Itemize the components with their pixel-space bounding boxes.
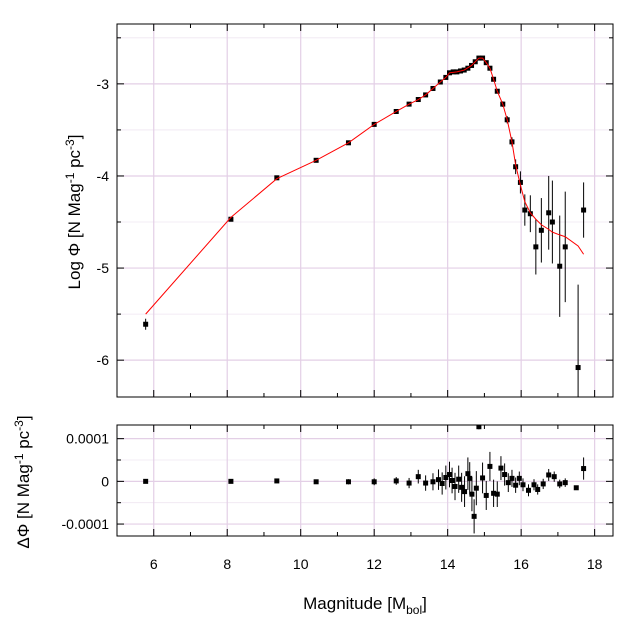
bottom-data-point: [540, 481, 546, 487]
bottom-data-point: [447, 472, 453, 478]
x-tick-label: 18: [587, 556, 603, 572]
top-data-point: [557, 263, 563, 269]
bottom-frame: [116, 424, 614, 537]
bottom-data-point: [520, 482, 526, 488]
x-tick-label: 8: [223, 556, 231, 572]
top-y-tick-label: -5: [97, 260, 110, 276]
bottom-data-point: [491, 490, 497, 496]
bottom-data-point: [476, 425, 482, 430]
bottom-data-point: [502, 472, 508, 478]
bottom-data-point: [531, 482, 537, 488]
bottom-data-point: [415, 474, 421, 480]
bottom-data-point: [443, 475, 449, 481]
bottom-y-tick-label: -0.0001: [62, 516, 110, 532]
bottom-y-axis-title: ΔΦ [N Mag-1 pc-3]: [12, 415, 33, 548]
bottom-data-point: [449, 478, 455, 483]
bottom-data-point: [406, 480, 412, 486]
top-data-point: [522, 207, 528, 213]
bottom-data-point: [562, 480, 568, 486]
bottom-data-point: [439, 480, 445, 486]
top-data-point: [538, 227, 544, 233]
bottom-data-point: [487, 463, 493, 469]
x-tick-label: 12: [366, 556, 382, 572]
top-data-point: [143, 321, 149, 327]
bottom-data-point: [313, 479, 319, 485]
x-tick-label: 6: [150, 556, 158, 572]
top-data-point: [581, 207, 587, 213]
top-y-tick-label: -3: [97, 76, 110, 92]
x-tick-label: 14: [440, 556, 456, 572]
bottom-data-point: [516, 475, 522, 481]
bottom-data-point: [423, 480, 429, 486]
bottom-y-tick-label: 0: [101, 473, 109, 489]
svg-text:Magnitude [Mbol]: Magnitude [Mbol]: [303, 594, 427, 617]
bottom-data-point: [480, 475, 486, 481]
bottom-data-point: [509, 475, 515, 481]
bottom-data-point: [435, 477, 441, 483]
bottom-data-point: [473, 485, 479, 491]
bottom-data-point: [557, 481, 563, 487]
bottom-data-point: [459, 484, 465, 490]
bottom-data-point: [430, 479, 436, 485]
top-panel: -3 -4 -5 -6: [97, 23, 614, 398]
bottom-y-tick-label: 0.0001: [66, 431, 109, 447]
top-y-axis-title: Log Φ [N Mag-1 pc-3]: [63, 135, 84, 290]
bottom-data-point: [467, 475, 473, 481]
bottom-data-point: [505, 480, 511, 486]
bottom-data-point: [274, 478, 280, 484]
x-tick-label: 16: [513, 556, 529, 572]
top-plot-area: [143, 55, 587, 397]
bottom-data-point: [483, 492, 489, 498]
bottom-plot-area: [143, 425, 587, 534]
bottom-data-point: [393, 478, 399, 484]
bottom-data-point: [462, 489, 468, 495]
bottom-data-point: [345, 479, 351, 485]
top-model-line: [145, 57, 585, 315]
bottom-data-point: [551, 474, 557, 480]
bottom-data-point: [525, 487, 531, 493]
bottom-data-point: [452, 483, 458, 489]
bottom-data-point: [456, 476, 462, 482]
bottom-data-point: [535, 486, 541, 492]
svg-text:Log Φ [N Mag-1 pc-3]: Log Φ [N Mag-1 pc-3]: [63, 135, 84, 290]
bottom-panel: 0.0001 0 -0.0001 6 8 10 12 14 16 18: [62, 424, 614, 572]
x-tick-label: 10: [293, 556, 309, 572]
bottom-data-point: [498, 465, 504, 471]
top-data-point: [228, 216, 234, 222]
top-data-point: [527, 211, 533, 217]
top-data-point: [517, 179, 523, 185]
bottom-data-point: [371, 479, 377, 485]
top-y-tick-label: -4: [97, 168, 110, 184]
top-data-point: [274, 175, 280, 181]
top-data-point: [546, 210, 552, 216]
bottom-data-point: [228, 478, 234, 484]
bottom-data-point: [581, 466, 587, 472]
top-data-point: [575, 365, 581, 371]
bottom-data-point: [513, 482, 519, 488]
top-y-tick-label: -6: [97, 352, 110, 368]
bottom-data-point: [465, 471, 471, 477]
bottom-data-point: [469, 491, 475, 497]
bottom-data-point: [546, 472, 552, 478]
svg-text:ΔΦ [N Mag-1 pc-3]: ΔΦ [N Mag-1 pc-3]: [12, 415, 33, 548]
bottom-data-point: [494, 491, 500, 497]
bottom-data-point: [143, 478, 149, 484]
bottom-data-point: [573, 485, 579, 491]
top-frame: [116, 23, 614, 398]
top-data-point: [533, 244, 539, 250]
bottom-data-point: [471, 513, 477, 519]
top-data-point: [562, 244, 568, 250]
top-data-point: [549, 219, 555, 225]
x-axis-title: Magnitude [Mbol]: [303, 594, 427, 617]
